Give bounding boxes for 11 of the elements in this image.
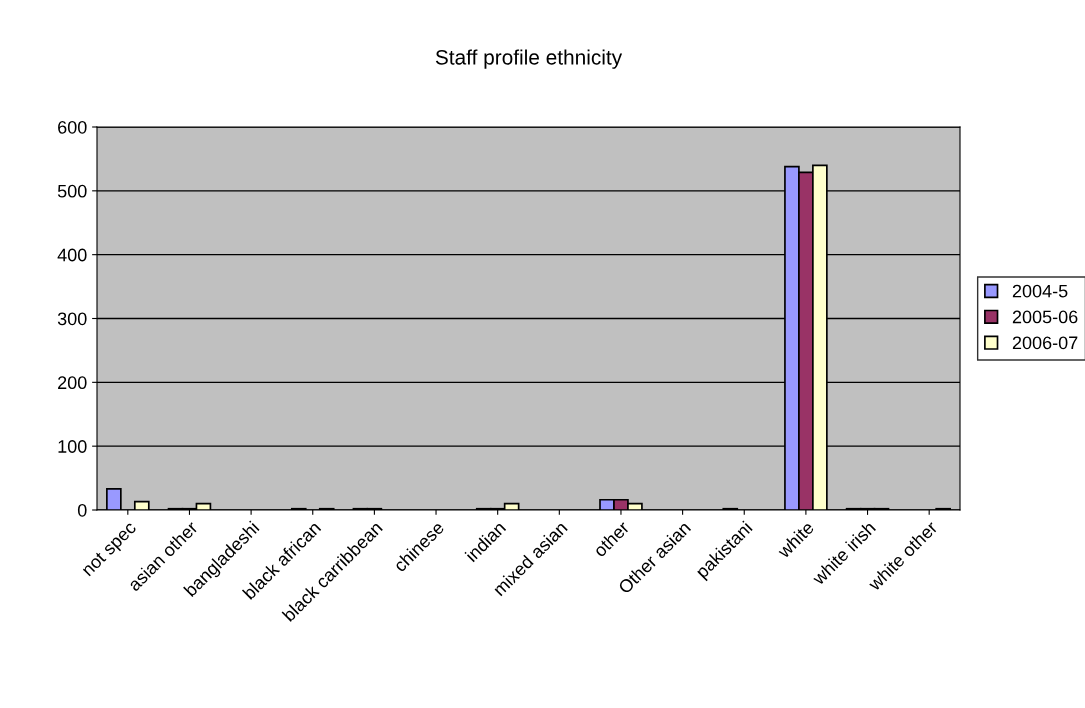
y-tick-label: 300 bbox=[57, 312, 87, 326]
y-tick-label: 0 bbox=[77, 503, 87, 517]
y-tick-label: 500 bbox=[57, 184, 87, 198]
legend-label: 2006-07 bbox=[1012, 336, 1078, 350]
legend-label: 2005-06 bbox=[1012, 310, 1078, 324]
y-tick-label: 400 bbox=[57, 248, 87, 262]
y-tick-label: 100 bbox=[58, 440, 87, 453]
legend-label: 2004-5 bbox=[1012, 284, 1068, 298]
chart-title: Staff profile ethnicity bbox=[435, 49, 623, 69]
y-tick-label: 600 bbox=[58, 120, 87, 134]
y-tick-label: 200 bbox=[58, 376, 87, 390]
